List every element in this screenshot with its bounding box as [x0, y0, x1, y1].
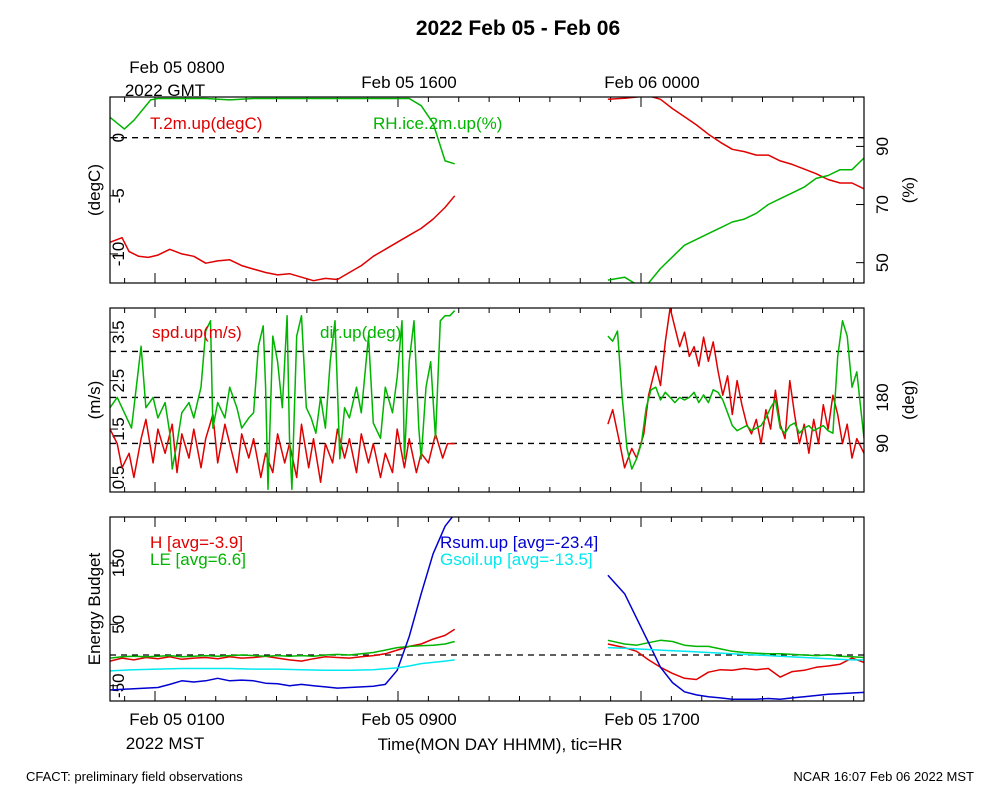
gmt-tick-labels: Feb 05 0800 2022 GMT Feb 05 1600 Feb 06 000…: [125, 58, 700, 100]
series-line-h-avg-3-9: [110, 628, 456, 662]
gmt-tick-label: Feb 06 0000: [604, 73, 699, 92]
series-line-gsoil-up-avg-13-5: [110, 659, 455, 672]
series-group: [110, 308, 864, 491]
mst-tick-label: Feb 05 0100: [129, 710, 224, 729]
wind-panel: 3.5 2.5 1.5 0.5 (m/s) 180 90 (deg) spd.up(m/s) di…: [85, 307, 918, 493]
series-line-h-avg-3-9: [607, 643, 864, 681]
y-right-tick-label: 180: [873, 383, 892, 411]
y-left-tick-label: 0: [109, 133, 128, 142]
legend-le-avg-6-6: LE [avg=6.6]: [150, 550, 246, 569]
mst-tick-labels: Feb 05 0100 2022 MST Feb 05 0900 Feb 05 170…: [126, 710, 700, 753]
series-line-dir-up-deg: [110, 310, 456, 491]
series-line-rsum-up-avg-23-4: [110, 517, 454, 691]
series-line-spd-up-m-s: [607, 308, 864, 469]
series-line-rh-ice-2m-up: [607, 157, 864, 283]
legend-rsum-up-avg-23-4: Rsum.up [avg=-23.4]: [440, 533, 598, 552]
panel-frame: [109, 96, 865, 284]
y-left-tick-label: 150: [109, 549, 128, 577]
legend-gsoil-up-avg-13-5: Gsoil.up [avg=-13.5]: [440, 550, 593, 569]
gmt-year-label: 2022 GMT: [125, 81, 205, 100]
series-line-gsoil-up-avg-13-5: [607, 646, 864, 661]
series-line-dir-up-deg: [607, 320, 864, 470]
series-line-rh-ice-2m-up: [110, 97, 455, 165]
y-left-axis-label: Energy Budget: [85, 552, 104, 665]
figure-title: 2022 Feb 05 - Feb 06: [416, 17, 620, 40]
series-line-t-2m-up-degc: [607, 97, 864, 190]
energy-budget-panel: 150 50 -50 Energy Budget H [avg=-3.9]LE [avg…: [85, 516, 865, 702]
legend-h-avg-3-9: H [avg=-3.9]: [150, 533, 243, 552]
y-left-tick-label: 50: [109, 615, 128, 634]
y-right-tick-label: 90: [873, 434, 892, 453]
x-axis-label: Time(MON DAY HHMM), tic=HR: [378, 735, 623, 754]
series-line-spd-up-m-s: [110, 413, 455, 484]
series-group: [110, 517, 864, 700]
y-left-tick-label: 2.5: [109, 369, 128, 393]
mst-tick-label: Feb 05 1700: [604, 710, 699, 729]
mst-tick-label: Feb 05 0900: [361, 710, 456, 729]
gmt-tick-label: Feb 05 0800: [129, 58, 224, 77]
y-left-tick-label: 3.5: [109, 320, 128, 344]
y-left-axis-label: (m/s): [85, 381, 104, 420]
series-line-le-avg-6-6: [607, 639, 864, 659]
panel-frame: [109, 516, 865, 702]
mst-year-label: 2022 MST: [126, 734, 204, 753]
y-left-tick-label: -10: [109, 242, 128, 267]
temperature-humidity-panel: 0 -5 -10 (degC) 90 70 50 (%) T.2m.up(degC) RH.ice…: [85, 96, 918, 284]
y-left-tick-label: 0.5: [109, 466, 128, 490]
y-left-tick-label: -5: [109, 188, 128, 203]
series-line-t-2m-up-degc: [110, 195, 456, 282]
footer-left: CFACT: preliminary field observations: [26, 769, 243, 784]
series-line-le-avg-6-6: [110, 640, 455, 659]
legend-dir-up-deg: dir.up(deg): [320, 323, 401, 342]
panel-frame: [109, 307, 865, 493]
y-left-axis-label: (degC): [85, 164, 104, 216]
legend-t-2m-up-degc: T.2m.up(degC): [150, 114, 262, 133]
gmt-tick-label: Feb 05 1600: [361, 73, 456, 92]
y-right-axis-label: (%): [899, 177, 918, 203]
footer-right: NCAR 16:07 Feb 06 2022 MST: [793, 769, 974, 784]
y-left-tick-label: -50: [109, 673, 128, 698]
y-right-tick-label: 90: [873, 137, 892, 156]
legend-rh-ice-2m-up: RH.ice.2m.up(%): [373, 114, 502, 133]
legend-spd-up-m-s: spd.up(m/s): [152, 323, 242, 342]
series-line-rsum-up-avg-23-4: [607, 574, 864, 700]
y-right-tick-label: 50: [873, 253, 892, 272]
y-right-tick-label: 70: [873, 195, 892, 214]
y-right-axis-label: (deg): [899, 380, 918, 420]
y-left-tick-label: 1.5: [109, 417, 128, 441]
